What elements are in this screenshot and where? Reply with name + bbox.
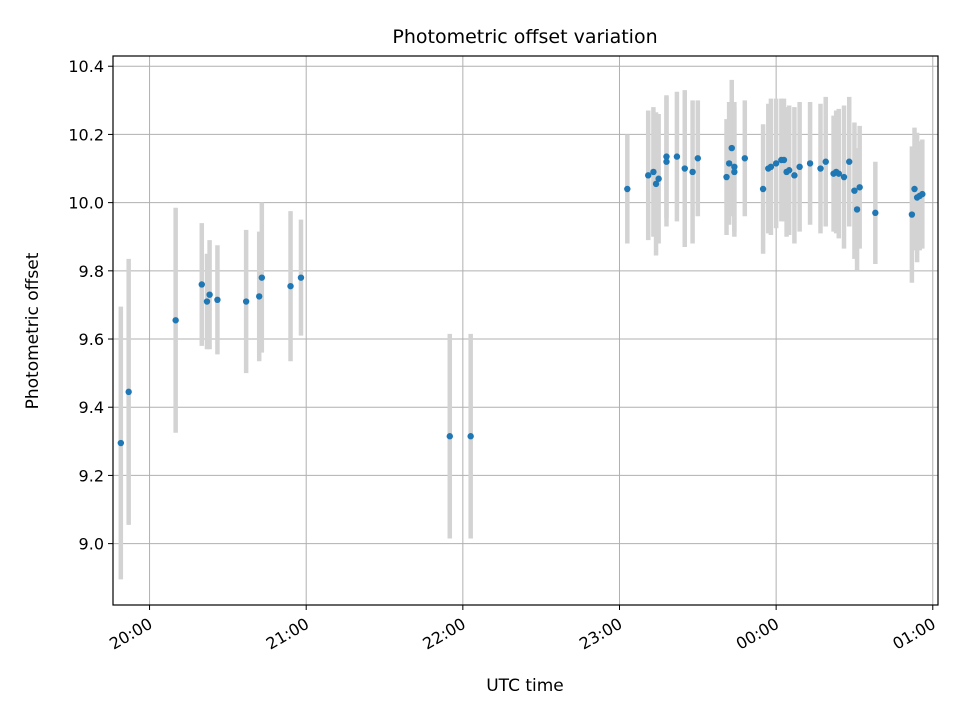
data-point <box>919 190 926 198</box>
data-point <box>840 173 848 181</box>
y-tick-label: 9.8 <box>79 262 104 281</box>
data-point <box>650 168 657 176</box>
data-point <box>258 274 266 281</box>
data-point <box>853 206 861 213</box>
data-point <box>785 167 793 174</box>
data-point <box>663 158 670 165</box>
data-point <box>125 388 132 396</box>
data-point <box>731 168 738 176</box>
data-point <box>911 185 918 193</box>
data-point <box>172 317 179 324</box>
data-point <box>652 180 660 188</box>
data-points <box>117 144 926 447</box>
data-point <box>872 209 879 217</box>
data-point <box>731 163 738 171</box>
data-point <box>203 298 211 305</box>
data-point <box>780 156 788 164</box>
y-axis-ticks: 9.0 9.2 9.4 9.6 9.8 10.0 10.2 10.4 <box>68 57 113 554</box>
y-tick-label: 9.6 <box>79 330 104 349</box>
data-point <box>663 153 670 160</box>
data-point <box>467 433 474 440</box>
data-point <box>723 173 730 181</box>
y-tick-label: 9.4 <box>79 398 104 417</box>
data-point <box>645 172 652 179</box>
data-point <box>806 160 814 167</box>
plot-frame <box>112 55 939 606</box>
data-point <box>856 184 863 191</box>
data-point <box>822 158 829 165</box>
y-tick-label: 9.0 <box>79 535 104 554</box>
data-point <box>198 281 205 288</box>
x-axis-label: UTC time <box>486 676 564 696</box>
y-tick-label: 10.0 <box>68 194 104 213</box>
data-point <box>297 274 305 281</box>
data-point <box>287 282 294 290</box>
data-point <box>242 298 250 305</box>
data-point <box>673 153 681 160</box>
data-point <box>728 144 735 152</box>
data-point <box>681 165 688 172</box>
data-point <box>741 155 749 162</box>
data-point <box>772 160 780 167</box>
data-point <box>846 158 853 165</box>
data-point <box>655 175 662 182</box>
data-point <box>908 211 916 218</box>
data-point <box>256 293 263 300</box>
data-point <box>725 160 733 167</box>
data-point <box>206 291 213 298</box>
chart-title: Photometric offset variation <box>392 26 657 48</box>
y-tick-label: 10.4 <box>68 57 104 76</box>
data-point <box>117 439 125 447</box>
data-point <box>624 185 631 193</box>
data-point <box>817 165 824 172</box>
data-point <box>835 170 842 177</box>
data-point <box>446 433 453 440</box>
data-point <box>767 163 775 171</box>
data-point <box>689 168 696 176</box>
y-tick-label: 10.2 <box>68 125 104 144</box>
data-point <box>214 296 221 304</box>
y-axis-label: Photometric offset <box>23 252 43 409</box>
data-point <box>694 155 702 162</box>
data-point <box>796 163 803 171</box>
data-point <box>759 185 767 193</box>
data-point <box>791 172 798 179</box>
y-tick-label: 9.2 <box>79 466 104 485</box>
data-point <box>851 187 858 194</box>
